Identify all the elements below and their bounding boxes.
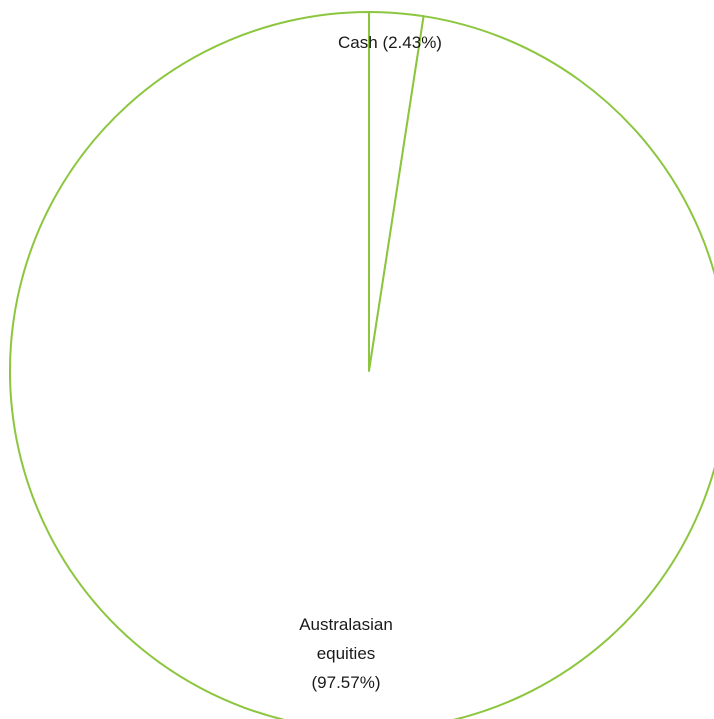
pie-slice-label-line: Australasian: [299, 615, 393, 634]
pie-slice-label-0: Cash (2.43%): [338, 33, 442, 52]
pie-slice-label-line: equities: [317, 644, 376, 663]
pie-slices: [8, 11, 714, 719]
pie-labels: Cash (2.43%) Australasian equities (97.57%): [299, 33, 442, 692]
pie-slice-label-line: (97.57%): [312, 673, 381, 692]
pie-slice-1: [8, 11, 714, 719]
pie-slice-label-1: Australasian equities (97.57%): [299, 615, 393, 692]
